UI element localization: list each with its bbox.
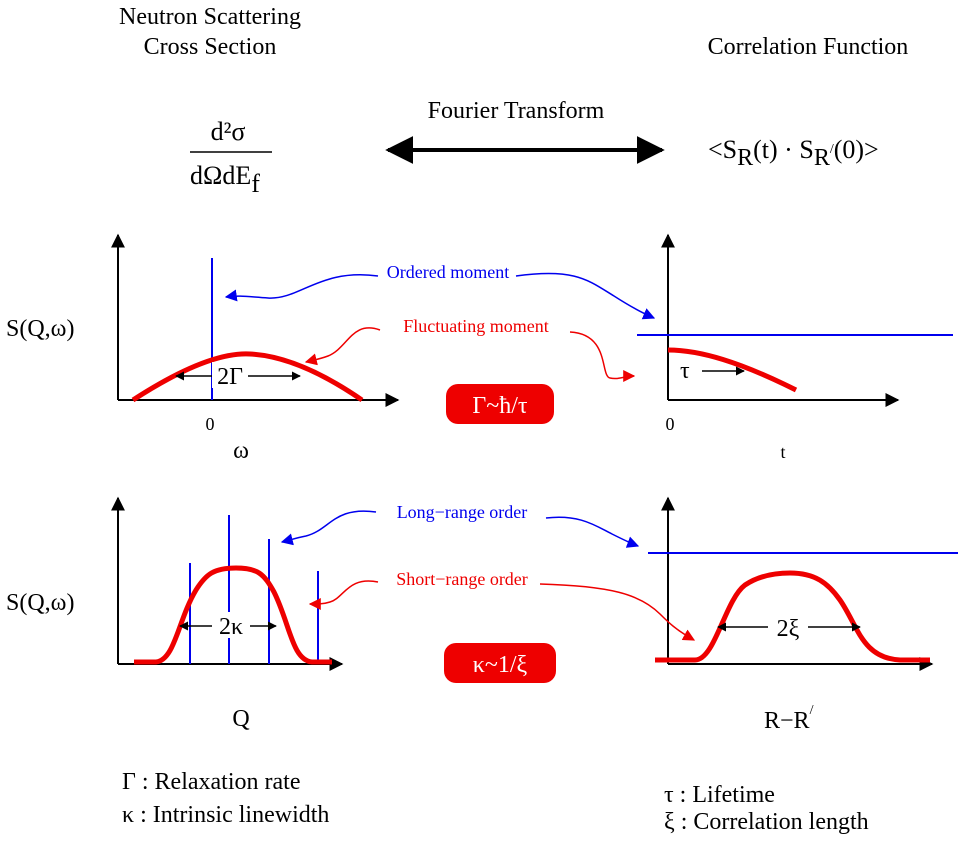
fluctuating-lorentzian-curve [131,351,364,403]
long-range-left-arrow [280,510,377,546]
fluctuating-moment-label: Fluctuating moment [403,316,549,336]
legend-kappa: κ : Intrinsic linewidth [122,802,329,828]
short-range-right-arrow [539,583,696,641]
ordered-moment-label: Ordered moment [387,262,509,282]
xi-label-bg [768,612,808,638]
cross-section-denominator: dΩdEf [190,161,260,198]
top-right-plot: τ 0 t [637,233,953,462]
short-range-left-arrow [308,580,379,610]
legend-gamma: Γ : Relaxation rate [122,769,300,795]
fluctuating-moment-left-arrow [304,327,381,366]
short-range-label: Short−range order [396,569,528,589]
bottom-left-xlabel: Q [232,706,249,732]
top-right-xlabel: t [780,442,785,462]
bottom-right-plot: 2ξ R−R/ [648,496,958,734]
long-range-right-arrow [545,516,640,548]
top-left-x-tick: 0 [206,414,215,434]
top-left-plot: 2Γ 0 ω [111,233,400,464]
top-right-x-tick: 0 [666,414,675,434]
denominator-subscript: f [251,169,260,198]
top-ylabel: S(Q,ω) [6,316,74,342]
short-range-curve [134,565,332,665]
bottom-left-plot: 2κ Q [111,496,344,732]
gamma-width-label: 2Γ [217,364,243,390]
fluctuating-decay-curve [667,347,798,393]
ordered-moment-left-arrow [224,274,379,302]
top-left-xlabel: ω [233,438,249,464]
kappa-width-label: 2κ [219,614,243,640]
legend-tau: τ : Lifetime [664,782,775,808]
long-range-label: Long−range order [397,502,528,522]
gamma-tau-relation: Γ~ħ/τ [472,393,528,419]
legend-xi: ξ : Correlation length [664,809,869,835]
xi-width-label: 2ξ [777,616,800,642]
ordered-moment-right-arrow [515,272,656,320]
kappa-xi-relation: κ~1/ξ [473,652,528,678]
tau-label: τ [680,358,690,384]
fluctuating-moment-right-arrow [569,331,636,383]
fourier-transform-label: Fourier Transform [428,98,605,124]
bottom-right-xlabel: R−R/ [764,703,814,734]
kappa-xi-badge [444,643,556,683]
header-right: Correlation Function [708,34,909,60]
gamma-label-bg [212,362,248,388]
bottom-ylabel: S(Q,ω) [6,590,74,616]
header-left-line2: Cross Section [144,34,277,60]
header-left-line1: Neutron Scattering [119,4,301,30]
kappa-label-bg [212,612,250,638]
gamma-tau-badge [446,384,554,424]
cross-section-numerator: d²σ [211,117,246,146]
correlation-formula: <SR(t) · SR/(0)> [708,135,879,171]
